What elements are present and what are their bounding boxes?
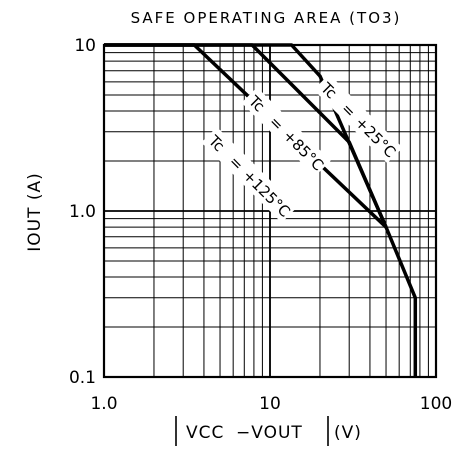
y-tick-label: 0.1 <box>69 368 96 388</box>
y-axis-title: IOUT (A) <box>25 172 45 252</box>
label-background <box>201 126 298 223</box>
curve-labels: Tc=+25°CTc=+85°CTc=+125°C <box>201 74 403 223</box>
x-tick-label: 10 <box>259 394 281 414</box>
x-axis-title-a: VCC <box>186 423 224 443</box>
y-tick-label: 10 <box>74 36 96 56</box>
y-tick-label: 1.0 <box>69 202 96 222</box>
x-axis-title-b: −VOUT <box>236 423 303 443</box>
x-axis-title-group: VCC −VOUT (V) <box>175 416 362 446</box>
label-background <box>313 74 403 164</box>
curve-label-text: +125°C <box>239 166 294 221</box>
label-background <box>241 87 331 177</box>
chart-title: SAFE OPERATING AREA (TO3) <box>131 9 402 27</box>
x-tick-label: 100 <box>420 394 452 414</box>
tick-labels: 1.0 10 100 0.1 1.0 10 <box>69 36 452 414</box>
x-axis-title-c: (V) <box>334 423 362 443</box>
series-line-2 <box>104 43 388 228</box>
x-tick-label: 1.0 <box>90 394 117 414</box>
